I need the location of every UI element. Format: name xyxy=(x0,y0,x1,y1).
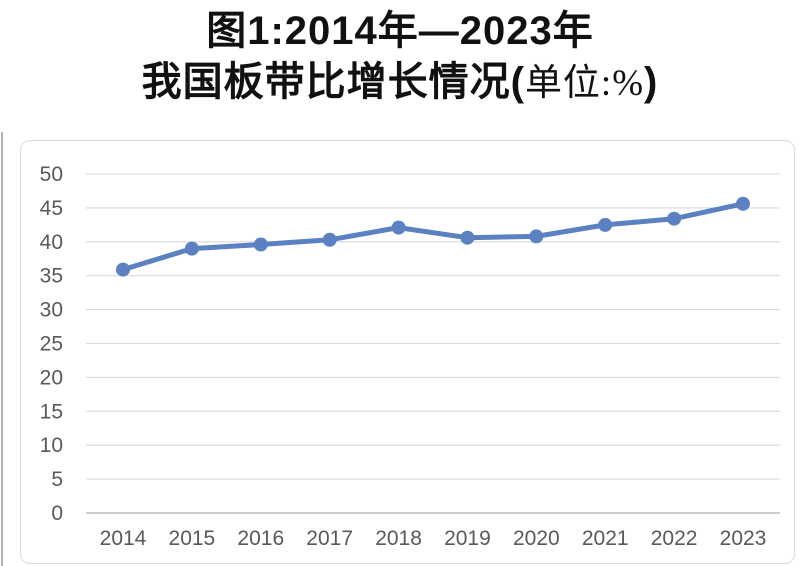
data-point xyxy=(253,237,268,252)
chart-title-line2-main: 我国板带比增长情况( xyxy=(141,60,525,105)
x-axis-tick-label: 2021 xyxy=(582,527,629,550)
line-chart: 0 5 10 15 20 25 30 35 40 45 50 2014 2015 2016 2017 2018… xyxy=(40,163,780,550)
y-axis-tick-label: 35 xyxy=(40,265,63,288)
x-axis-tick-label: 2015 xyxy=(169,527,216,550)
data-point xyxy=(116,262,130,277)
y-axis-tick-label: 10 xyxy=(40,434,63,457)
y-axis-tick-label: 15 xyxy=(40,400,63,423)
x-axis-tick-label: 2022 xyxy=(651,527,698,550)
page-edge-line xyxy=(1,132,3,566)
data-point xyxy=(322,232,337,247)
data-point xyxy=(667,211,682,226)
y-axis-tick-label: 0 xyxy=(51,502,63,525)
chart-title-line1: 图1:2014年—2023年 xyxy=(206,9,594,53)
x-axis-tick-label: 2014 xyxy=(100,527,147,550)
x-axis-tick-label: 2018 xyxy=(375,527,422,550)
y-axis-tick-label: 5 xyxy=(51,468,63,491)
x-axis-tick-label: 2020 xyxy=(513,527,560,550)
data-point xyxy=(736,196,750,211)
y-axis-tick-label: 50 xyxy=(40,163,63,186)
chart-title-line2: 我国板带比增长情况(单位:%) xyxy=(0,57,800,108)
y-axis-tick-label: 20 xyxy=(40,366,63,389)
y-axis-tick-label: 25 xyxy=(40,333,63,356)
x-axis-tick-label: 2019 xyxy=(444,527,491,550)
data-point xyxy=(598,217,613,232)
y-axis-tick-label: 45 xyxy=(40,197,63,220)
data-point xyxy=(460,230,475,245)
data-point xyxy=(184,241,199,256)
chart-area: 0 5 10 15 20 25 30 35 40 45 50 2014 2015 2016 2017 2018… xyxy=(20,140,795,564)
chart-title-line2-close: ) xyxy=(644,60,659,105)
data-point xyxy=(391,220,406,235)
y-axis-tick-label: 40 xyxy=(40,231,63,254)
data-line xyxy=(120,201,746,273)
x-axis-tick-label: 2016 xyxy=(237,527,284,550)
y-axis-tick-label: 30 xyxy=(40,299,63,322)
x-axis-tick-label: 2023 xyxy=(720,527,767,550)
x-axis-tick-label: 2017 xyxy=(306,527,353,550)
chart-title-unit-label: 单位:% xyxy=(524,63,645,105)
data-point xyxy=(529,229,544,244)
chart-title: 图1:2014年—2023年 我国板带比增长情况(单位:%) xyxy=(0,6,800,108)
